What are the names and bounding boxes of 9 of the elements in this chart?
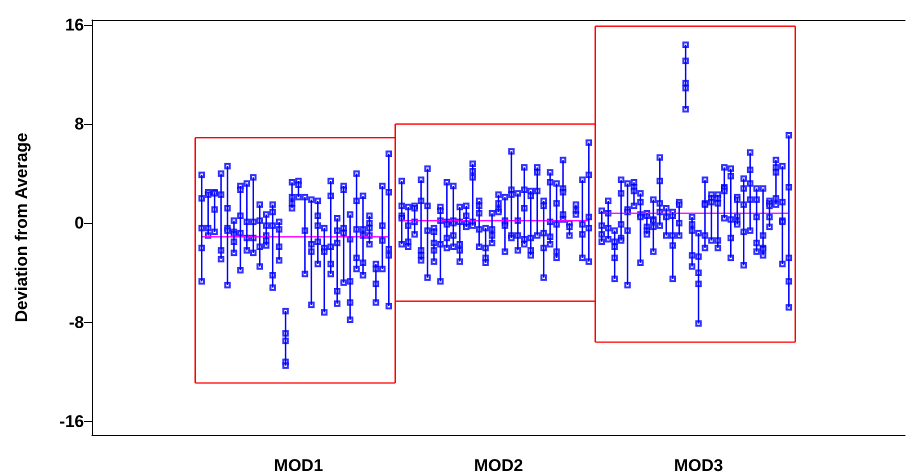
- x-tick-label: MOD2: [474, 456, 524, 475]
- y-tick-label: -8: [68, 312, 84, 332]
- x-tick-label: MOD1: [274, 456, 324, 475]
- y-tick-label: -16: [59, 412, 84, 431]
- x-tick-label: MOD3: [674, 456, 724, 475]
- y-tick-label: 16: [65, 15, 84, 34]
- y-tick-label: 0: [74, 214, 84, 233]
- y-axis-title: Deviation from Average: [12, 132, 31, 322]
- y-tick-label: 8: [74, 114, 84, 134]
